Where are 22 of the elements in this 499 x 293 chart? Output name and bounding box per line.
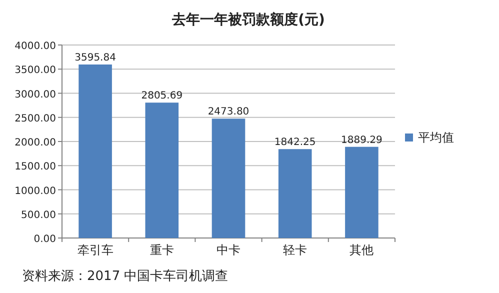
data-label: 2805.69 bbox=[141, 90, 183, 102]
x-tick-label: 牵引车 bbox=[77, 243, 114, 257]
x-tick-label: 轻卡 bbox=[283, 243, 308, 257]
data-label: 2473.80 bbox=[208, 106, 250, 118]
x-tick-label: 重卡 bbox=[150, 243, 174, 257]
text: 资料来源：2017 中国卡车司机调查 bbox=[22, 269, 228, 284]
legend-label: 平均值 bbox=[418, 130, 454, 144]
x-tick-label: 中卡 bbox=[216, 243, 240, 257]
y-tick-label: 3000.00 bbox=[14, 89, 56, 100]
y-tick-label: 1000.00 bbox=[14, 186, 56, 197]
y-tick-label: 500.00 bbox=[21, 210, 56, 221]
y-tick-label: 1500.00 bbox=[14, 162, 56, 173]
y-tick-label: 0.00 bbox=[34, 234, 56, 245]
y-tick-label: 2000.00 bbox=[14, 138, 56, 148]
y-tick-label: 3500.00 bbox=[14, 65, 56, 76]
title: 去年一年被罚款额度(元) bbox=[172, 12, 325, 28]
data-label: 1889.29 bbox=[341, 134, 382, 146]
y-tick-label: 2500.00 bbox=[14, 113, 56, 124]
y-tick-label: 4000.00 bbox=[14, 41, 56, 52]
data-label: 3595.84 bbox=[74, 52, 116, 64]
x-tick-label: 其他 bbox=[350, 243, 374, 257]
data-label: 1842.25 bbox=[274, 137, 316, 148]
